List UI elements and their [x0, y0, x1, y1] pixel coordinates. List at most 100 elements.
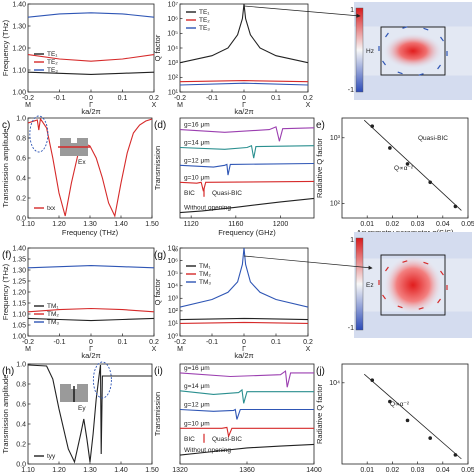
- x-tick-label: 0.2: [303, 95, 313, 102]
- x-tick-label: 1160: [228, 221, 243, 228]
- x-tick-label: 0.04: [436, 467, 450, 474]
- plot-frame: [179, 117, 315, 219]
- y-tick-label: 1.35: [12, 256, 26, 263]
- panel-label: (d): [154, 120, 166, 131]
- plot-frame: [27, 3, 155, 93]
- x-axis-label: ka/2π: [81, 351, 100, 360]
- field-vector: [440, 270, 444, 276]
- x-tick-label: -0.1: [53, 339, 65, 346]
- legend-entry: TM₃: [199, 279, 211, 286]
- colorbar-min: -1: [348, 87, 354, 94]
- y-axis-label: Radiative Q factor: [315, 137, 324, 198]
- x-tick-label: -0.2: [22, 95, 34, 102]
- y-tick-label: 0.4: [16, 421, 26, 428]
- series-line: [180, 248, 308, 308]
- field-vector: [437, 64, 441, 70]
- y-tick-label: 1.20: [12, 289, 26, 296]
- legend-entry: TE₁: [47, 51, 58, 58]
- x-tick-label: 1.40: [114, 221, 128, 228]
- x-tick-label: 1.20: [52, 221, 66, 228]
- series-line: [28, 317, 154, 322]
- unit-cell-outline: [380, 254, 446, 316]
- x-tick-label: 0.1: [118, 95, 128, 102]
- y-tick-label: 1.30: [12, 267, 26, 274]
- plot-frame: [341, 363, 469, 465]
- series-line: [180, 197, 314, 214]
- field-vector: [385, 32, 389, 38]
- y-axis-label: Q factor: [153, 34, 162, 61]
- series-line: [28, 71, 154, 75]
- series-line: [180, 426, 314, 439]
- x-tick-label: 1.10: [21, 467, 35, 474]
- x-tick-label: 0.2: [149, 339, 159, 346]
- y-tick-label: 1.15: [12, 300, 26, 307]
- x-tick-label: 1400: [306, 467, 322, 474]
- series-line: [180, 82, 308, 86]
- series-label: Without opening: [184, 205, 231, 212]
- y-tick-label: 1.10: [12, 311, 26, 318]
- bic-annotation: BIC: [184, 436, 195, 443]
- series-line: [180, 317, 308, 321]
- plot-frame: [341, 117, 469, 219]
- y-tick-label: 10⁴: [329, 380, 340, 387]
- series-line: [180, 80, 308, 83]
- panel-label: e): [316, 120, 325, 131]
- y-tick-label: 10³: [168, 60, 179, 67]
- y-tick-label: 10²: [168, 75, 179, 82]
- x-tick-label: 1.30: [83, 467, 97, 474]
- chart-annotation: Q∝α⁻²: [390, 401, 410, 408]
- fit-line: [363, 119, 462, 211]
- x-tick-label: 0.2: [303, 339, 313, 346]
- connector-arrow: [243, 255, 373, 270]
- highlight-ellipse: [92, 361, 112, 399]
- series-label: g=14 μm: [184, 139, 210, 146]
- y-tick-label: 0.6: [16, 155, 26, 162]
- quasi-bic-annotation: Quasi-BIC: [212, 190, 242, 197]
- x-tick-label: -0.2: [174, 95, 186, 102]
- field-vector: [418, 307, 424, 310]
- y-tick-label: 0.6: [16, 401, 26, 408]
- series-line: [28, 12, 154, 18]
- series-label: g=16 μm: [184, 122, 210, 129]
- series-line: [180, 408, 314, 420]
- legend-entry: TM₃: [47, 319, 59, 326]
- x-tick-label: 0: [242, 339, 246, 346]
- field-vector: [382, 60, 386, 66]
- legend-entry: TM₂: [199, 271, 211, 278]
- y-tick-label: 10⁴: [167, 283, 178, 290]
- symmetry-point-label: M: [25, 102, 31, 109]
- y-tick-label: 1.40: [12, 1, 26, 8]
- series-line: [180, 443, 314, 456]
- y-tick-label: 10⁷: [168, 1, 179, 8]
- legend-entry: TE₂: [47, 59, 58, 66]
- colorbar-max: 1: [350, 7, 354, 14]
- data-point: [428, 436, 433, 440]
- y-tick-label: 0.2: [16, 195, 26, 202]
- x-tick-label: 1.30: [83, 221, 97, 228]
- x-tick-label: 0.01: [360, 221, 374, 228]
- x-tick-label: 0.05: [461, 221, 474, 228]
- field-vector: [382, 294, 386, 300]
- chart-f: (f) -0.2 -0.1 0 0.1 0.2 1.00 1.05 1.10 1.15 1.20 1.…: [1, 245, 159, 360]
- legend-entry: TE₁: [199, 9, 210, 16]
- symmetry-point-label: Γ: [89, 102, 93, 109]
- y-tick-label: 0.4: [16, 175, 26, 182]
- y-tick-label: 0.8: [16, 135, 26, 142]
- y-tick-label: 10⁵: [167, 31, 178, 38]
- field-direction-label: Ey: [78, 405, 86, 412]
- series-label: g=10 μm: [184, 174, 210, 181]
- y-tick-label: 1.05: [12, 322, 26, 329]
- series-line: [180, 321, 308, 324]
- data-point: [388, 146, 392, 150]
- y-axis-label: Transmission: [153, 146, 162, 190]
- panel-label: c): [2, 120, 10, 131]
- x-tick-label: 1.40: [114, 467, 128, 474]
- series-line: [180, 388, 314, 404]
- field-vector: [402, 26, 408, 29]
- symmetry-point-label: Γ: [242, 346, 246, 353]
- connector-arrow: [243, 5, 361, 18]
- bic-annotation: BIC: [184, 190, 195, 197]
- series-label: g=12 μm: [184, 157, 210, 164]
- field-vector: [418, 73, 424, 76]
